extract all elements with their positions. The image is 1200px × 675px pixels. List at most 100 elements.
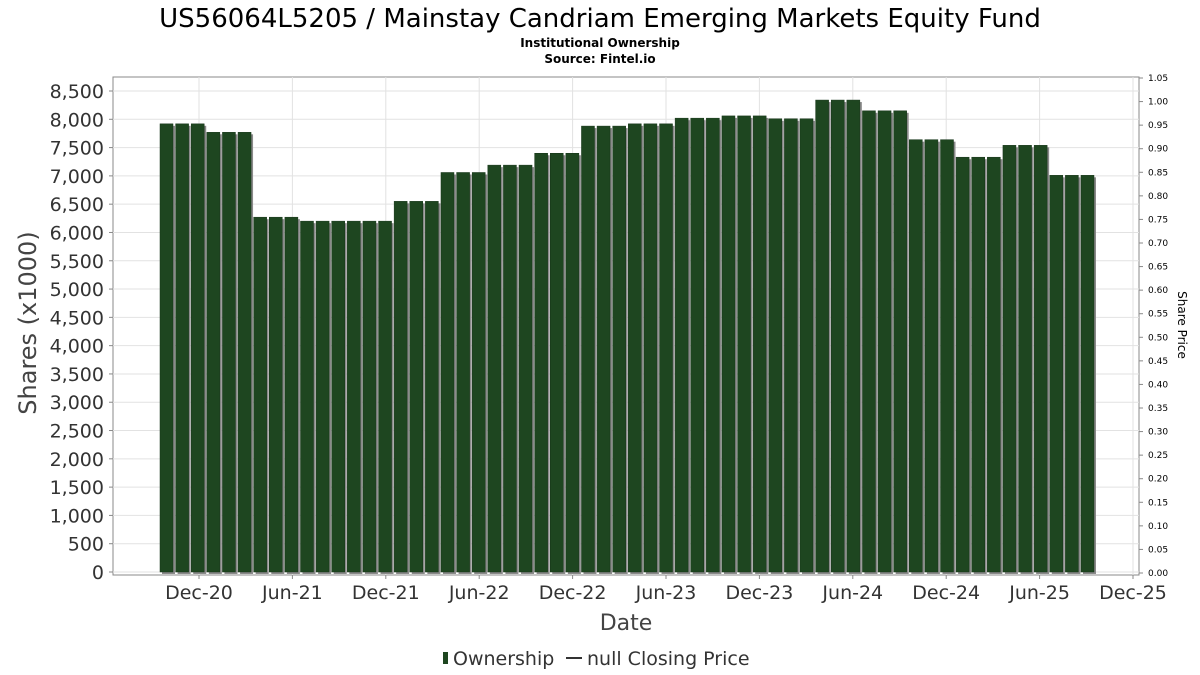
ownership-bar [706, 117, 720, 573]
ownership-bar [846, 99, 861, 573]
y-axis-label: Shares (x1000) [14, 231, 42, 414]
ownership-bar [409, 201, 424, 573]
ownership-bar [347, 220, 361, 573]
y2-tick-label: 0.65 [1148, 263, 1168, 273]
y-tick-label: 3,500 [50, 364, 104, 386]
ownership-bar [971, 156, 985, 573]
x-tick-label: Jun-23 [635, 582, 697, 604]
x-tick-label: Dec-23 [725, 582, 793, 604]
y-tick-label: 2,000 [50, 449, 104, 471]
ownership-bar [612, 125, 626, 573]
ownership-bar [1033, 145, 1048, 573]
ownership-bar [440, 172, 455, 573]
ownership-bar [471, 172, 486, 573]
x-tick-label: Dec-24 [912, 582, 980, 604]
y2-tick-label: 0.90 [1148, 145, 1168, 155]
legend: Ownership null Closing Price [443, 648, 750, 670]
y2-tick-label: 0.45 [1148, 357, 1168, 367]
x-tick-label: Dec-20 [165, 582, 233, 604]
ownership-bar [237, 132, 252, 573]
y2-tick-label: 0.80 [1148, 192, 1168, 202]
bars [159, 99, 1096, 575]
chart-subtitle-line-1: Institutional Ownership [520, 36, 680, 50]
y2-tick-label: 0.70 [1148, 239, 1168, 249]
chart-title: US56064L5205 / Mainstay Candriam Emergin… [159, 4, 1041, 34]
y2-tick-label: 0.20 [1148, 475, 1168, 485]
ownership-bar [877, 110, 892, 573]
y2-tick-label: 0.55 [1148, 310, 1168, 320]
ownership-bar [721, 115, 736, 573]
legend-ownership-label: Ownership [453, 648, 554, 670]
ownership-bar [456, 172, 470, 573]
y2-tick-label: 1.00 [1148, 98, 1168, 108]
y2-tick-label: 0.00 [1148, 569, 1168, 579]
ownership-bar [955, 156, 970, 573]
ownership-bar [909, 139, 923, 573]
ownership-bar [659, 123, 673, 573]
y2-tick-label: 0.60 [1148, 286, 1168, 296]
ownership-bar [737, 115, 751, 573]
ownership-bar [206, 132, 221, 573]
x-tick-label: Dec-25 [1099, 582, 1167, 604]
ownership-bar [331, 220, 345, 573]
x-tick-label: Jun-25 [1008, 582, 1070, 604]
ownership-bar [565, 152, 580, 573]
ownership-bar [362, 220, 377, 573]
ownership-bar [815, 99, 829, 573]
ownership-bar [190, 123, 205, 573]
ownership-bar [425, 201, 439, 573]
ownership-bar [284, 216, 299, 573]
y-tick-label: 5,500 [50, 251, 104, 273]
x-tick-label: Jun-22 [448, 582, 510, 604]
y2-tick-label: 0.30 [1148, 428, 1168, 438]
ownership-bar [1049, 175, 1064, 573]
y-tick-label: 3,000 [50, 392, 104, 414]
ownership-bar [924, 139, 939, 573]
y-tick-label: 5,000 [50, 279, 104, 301]
y2-tick-label: 0.35 [1148, 404, 1168, 414]
ownership-bar [518, 164, 533, 573]
y2-tick-label: 0.95 [1148, 121, 1168, 131]
ownership-bar [253, 216, 267, 573]
y2-tick-label: 1.05 [1148, 74, 1168, 84]
ownership-bar [690, 117, 704, 573]
legend-closing-price-label: null Closing Price [587, 648, 750, 670]
x-axis-label: Date [600, 611, 653, 636]
y-tick-label: 0 [92, 562, 104, 584]
ownership-bar [1002, 145, 1017, 573]
ownership-bar [503, 164, 517, 573]
y-tick-label: 4,500 [50, 307, 104, 329]
legend-ownership-swatch [443, 652, 448, 664]
ownership-bar [1080, 175, 1095, 573]
ownership-bar [487, 164, 502, 573]
ownership-bar [674, 117, 689, 573]
y2-tick-label: 0.15 [1148, 498, 1168, 508]
x-tick-label: Jun-24 [821, 582, 883, 604]
y-tick-label: 8,000 [50, 109, 104, 131]
chart-subtitle-line-2: Source: Fintel.io [544, 52, 655, 66]
y-tick-label: 8,500 [50, 81, 104, 103]
y-tick-label: 6,500 [50, 194, 104, 216]
ownership-bar [987, 156, 1001, 573]
x-tick-label: Jun-21 [261, 582, 323, 604]
y2-axis-label: Share Price [1175, 291, 1189, 359]
y-tick-label: 1,500 [50, 477, 104, 499]
y-tick-label: 7,500 [50, 138, 104, 160]
ownership-bar [768, 118, 783, 573]
ownership-bar [1065, 175, 1079, 573]
ownership-bar [1018, 145, 1032, 573]
ownership-bar [534, 152, 548, 573]
y-tick-label: 6,000 [50, 222, 104, 244]
y-tick-label: 4,000 [50, 336, 104, 358]
y2-tick-label: 0.50 [1148, 333, 1168, 343]
ownership-bar [596, 125, 611, 573]
y-axis-ticks: 0 500 1,000 1,500 2,000 2,500 3,000 3,500 4,000 4… [50, 81, 113, 584]
y2-axis-ticks: 0.00 0.05 0.10 0.15 0.20 0.25 0.30 0.35 0.40 0.45… [1139, 74, 1168, 579]
y2-tick-label: 0.85 [1148, 168, 1168, 178]
y2-tick-label: 0.25 [1148, 451, 1168, 461]
ownership-bar [862, 110, 876, 573]
ownership-bar [550, 152, 564, 573]
ownership-bar [300, 220, 314, 573]
ownership-bar [784, 118, 798, 573]
